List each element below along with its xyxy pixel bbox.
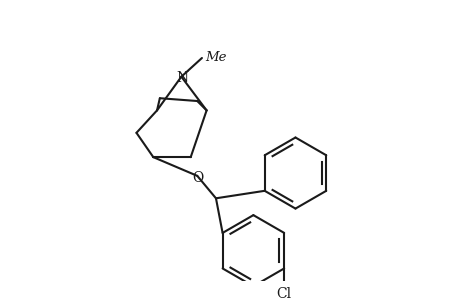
Text: O: O — [192, 171, 203, 185]
Text: N: N — [176, 70, 188, 85]
Text: Me: Me — [204, 52, 226, 64]
Text: Cl: Cl — [276, 287, 291, 300]
